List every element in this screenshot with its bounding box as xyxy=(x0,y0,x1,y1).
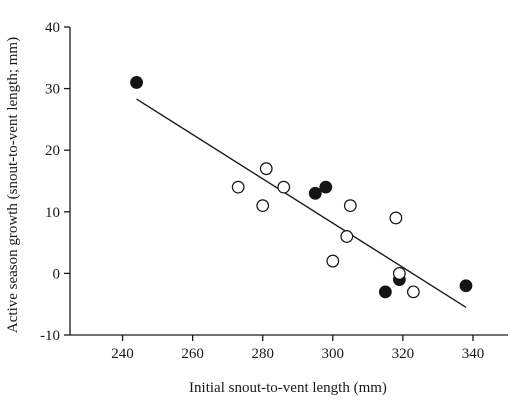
y-tick-label: -10 xyxy=(40,328,60,344)
filled-data-point xyxy=(130,76,143,89)
y-tick-label: 30 xyxy=(45,82,60,98)
y-tick-label: 20 xyxy=(45,143,60,159)
open-data-point xyxy=(277,180,291,194)
regression-line-group xyxy=(136,98,467,308)
y-tick-label: 10 xyxy=(45,205,60,221)
open-data-point xyxy=(231,180,245,194)
x-tick-label: 320 xyxy=(392,346,415,362)
open-data-point xyxy=(406,285,420,299)
filled-data-point xyxy=(459,279,473,293)
y-axis-ticks: -10 0 10 20 30 40 xyxy=(40,20,70,344)
y-tick-label: 40 xyxy=(45,20,60,36)
filled-data-point xyxy=(319,180,333,194)
x-axis-ticks: 240 260 280 300 320 340 xyxy=(111,335,484,362)
filled-data-point xyxy=(378,285,392,299)
regression-line xyxy=(136,98,467,308)
x-tick-label: 260 xyxy=(181,346,204,362)
open-data-point xyxy=(326,254,340,268)
x-tick-label: 240 xyxy=(111,346,134,362)
y-tick-label: 0 xyxy=(53,266,61,282)
open-data-point xyxy=(343,199,357,213)
open-data-point xyxy=(259,162,273,176)
x-tick-label: 340 xyxy=(462,346,485,362)
filled-data-point xyxy=(308,186,322,200)
data-points xyxy=(130,76,473,299)
x-tick-label: 280 xyxy=(251,346,274,362)
open-data-point xyxy=(389,211,403,225)
x-tick-label: 300 xyxy=(322,346,345,362)
open-data-point xyxy=(392,267,406,280)
y-axis-title: Active season growth (snout-to-vent leng… xyxy=(5,37,21,333)
open-data-point xyxy=(340,230,354,243)
open-data-point xyxy=(256,199,270,213)
x-axis-title: Initial snout-to-vent length (mm) xyxy=(189,380,387,396)
axes xyxy=(69,27,508,336)
